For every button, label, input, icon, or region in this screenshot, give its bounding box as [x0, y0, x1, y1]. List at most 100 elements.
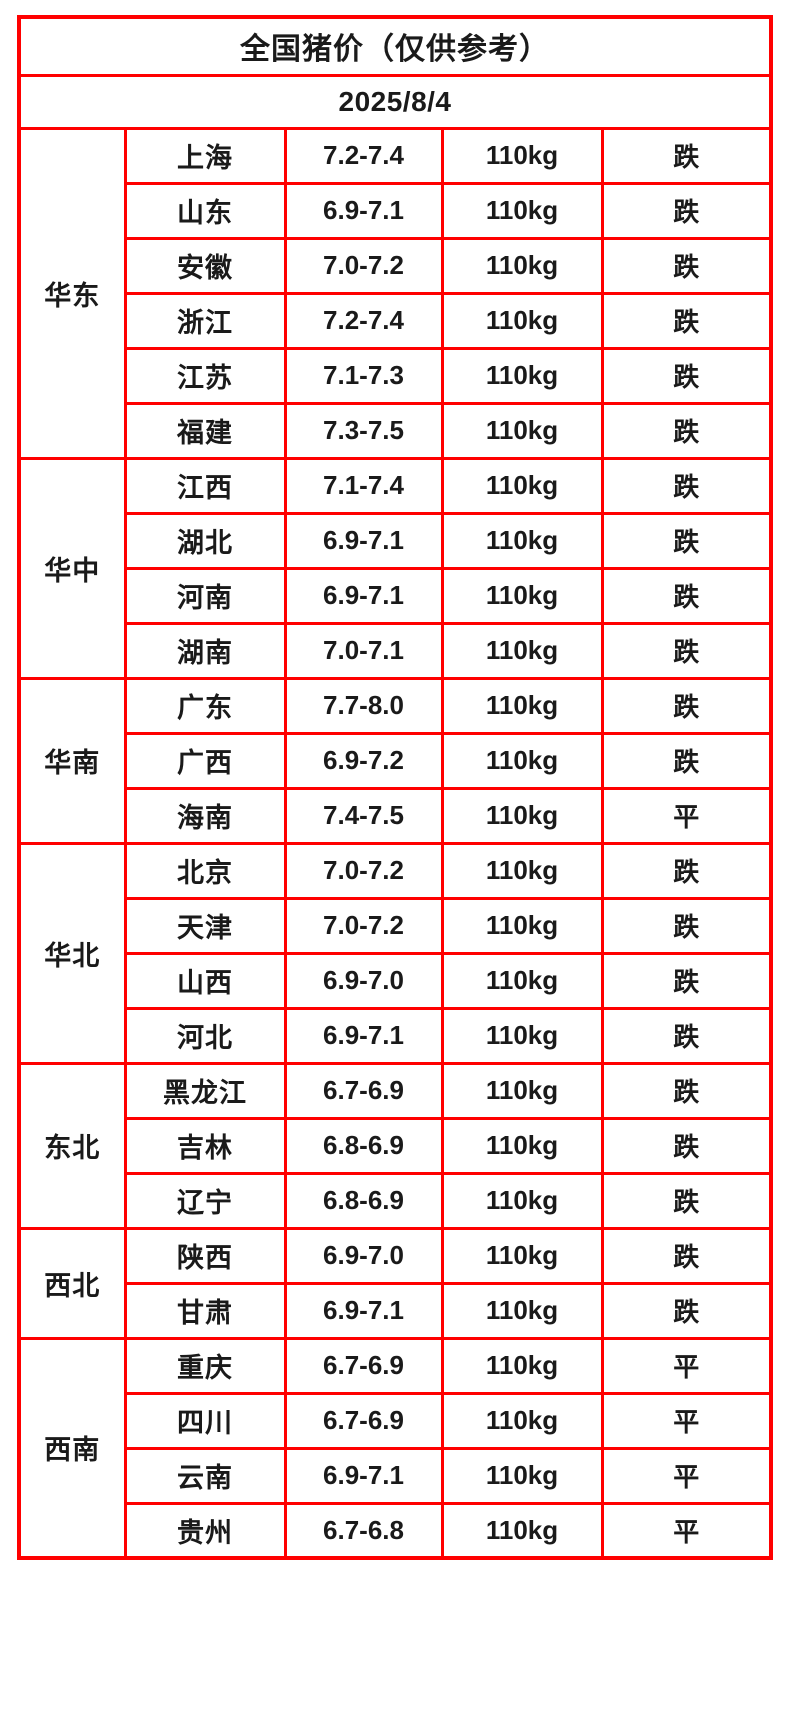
price-range: 6.9-7.1	[283, 511, 444, 570]
province-name: 浙江	[123, 291, 287, 350]
page-title: 全国猪价（仅供参考）	[17, 15, 773, 77]
table-row: 西北 陕西 6.9-7.0 110kg 跌	[17, 1226, 773, 1340]
trend-badge: 跌	[600, 676, 773, 735]
province-name: 江西	[123, 456, 287, 515]
price-range: 6.7-6.8	[283, 1501, 444, 1560]
province-name: 山西	[123, 951, 287, 1010]
province-name: 安徽	[123, 236, 287, 295]
table-row: 华中 江西 7.1-7.4 110kg 跌	[17, 456, 773, 680]
trend-badge: 跌	[600, 621, 773, 680]
table-row: 吉林 6.8-6.9 110kg 跌	[19, 1116, 773, 1175]
price-range: 7.1-7.3	[283, 346, 444, 405]
standard-weight: 110kg	[440, 511, 604, 570]
price-range: 7.0-7.2	[283, 896, 444, 955]
table-row: 浙江 7.2-7.4 110kg 跌	[19, 291, 773, 350]
table-row: 福建 7.3-7.5 110kg 跌	[19, 401, 773, 460]
national-pig-price-table: 全国猪价（仅供参考） 2025/8/4 华东 上海 7.2-7.4 110kg 跌山东 6…	[17, 15, 774, 1560]
date-row: 2025/8/4	[17, 73, 773, 130]
standard-weight: 110kg	[440, 1336, 604, 1395]
trend-badge: 跌	[600, 1116, 773, 1175]
province-name: 天津	[123, 896, 287, 955]
province-name: 福建	[123, 401, 287, 460]
price-range: 7.3-7.5	[283, 401, 444, 460]
province-name: 广西	[123, 731, 287, 790]
table-row: 山西 6.9-7.0 110kg 跌	[19, 951, 773, 1010]
standard-weight: 110kg	[440, 951, 604, 1010]
table-row: 江苏 7.1-7.3 110kg 跌	[19, 346, 773, 405]
region-label: 西南	[17, 1336, 127, 1560]
province-name: 广东	[123, 676, 287, 735]
trend-badge: 平	[600, 1391, 773, 1450]
table-row: 辽宁 6.8-6.9 110kg 跌	[19, 1171, 773, 1230]
standard-weight: 110kg	[440, 346, 604, 405]
standard-weight: 110kg	[440, 786, 604, 845]
price-range: 6.9-7.1	[283, 566, 444, 625]
standard-weight: 110kg	[440, 566, 604, 625]
table-row: 华东 上海 7.2-7.4 110kg 跌	[17, 126, 773, 460]
province-name: 四川	[123, 1391, 287, 1450]
region-label: 华东	[17, 126, 127, 460]
standard-weight: 110kg	[440, 236, 604, 295]
standard-weight: 110kg	[440, 731, 604, 790]
trend-badge: 跌	[600, 566, 773, 625]
standard-weight: 110kg	[440, 1281, 604, 1340]
trend-badge: 平	[600, 1336, 773, 1395]
trend-badge: 跌	[600, 181, 773, 240]
province-name: 江苏	[123, 346, 287, 405]
table-row: 东北 黑龙江 6.7-6.9 110kg 跌	[17, 1061, 773, 1230]
price-range: 6.9-7.2	[283, 731, 444, 790]
price-range: 6.9-7.0	[283, 1226, 444, 1285]
trend-badge: 跌	[600, 841, 773, 900]
region-label: 华中	[17, 456, 127, 680]
standard-weight: 110kg	[440, 896, 604, 955]
province-name: 北京	[123, 841, 287, 900]
standard-weight: 110kg	[440, 1501, 604, 1560]
standard-weight: 110kg	[440, 456, 604, 515]
price-range: 7.1-7.4	[283, 456, 444, 515]
trend-badge: 跌	[600, 896, 773, 955]
province-name: 云南	[123, 1446, 287, 1505]
trend-badge: 跌	[600, 1281, 773, 1340]
table-body: 全国猪价（仅供参考） 2025/8/4 华东 上海 7.2-7.4 110kg 跌山东 6…	[17, 15, 773, 1560]
price-range: 6.9-7.1	[283, 1281, 444, 1340]
standard-weight: 110kg	[440, 676, 604, 735]
price-range: 7.0-7.2	[283, 236, 444, 295]
standard-weight: 110kg	[440, 1226, 604, 1285]
table-row: 安徽 7.0-7.2 110kg 跌	[19, 236, 773, 295]
standard-weight: 110kg	[440, 1391, 604, 1450]
trend-badge: 跌	[600, 1006, 773, 1065]
trend-badge: 跌	[600, 401, 773, 460]
trend-badge: 跌	[600, 291, 773, 350]
price-range: 7.0-7.2	[283, 841, 444, 900]
region-label: 华北	[17, 841, 127, 1065]
price-range: 6.7-6.9	[283, 1391, 444, 1450]
province-name: 辽宁	[123, 1171, 287, 1230]
price-range: 6.9-7.1	[283, 181, 444, 240]
trend-badge: 跌	[600, 951, 773, 1010]
standard-weight: 110kg	[440, 1171, 604, 1230]
province-name: 甘肃	[123, 1281, 287, 1340]
standard-weight: 110kg	[440, 181, 604, 240]
trend-badge: 跌	[600, 126, 773, 185]
region-label: 西北	[17, 1226, 127, 1340]
standard-weight: 110kg	[440, 621, 604, 680]
province-name: 湖南	[123, 621, 287, 680]
trend-badge: 跌	[600, 236, 773, 295]
province-name: 湖北	[123, 511, 287, 570]
standard-weight: 110kg	[440, 1116, 604, 1175]
table-row: 海南 7.4-7.5 110kg 平	[19, 786, 773, 845]
table-row: 湖南 7.0-7.1 110kg 跌	[19, 621, 773, 680]
price-table-container: 全国猪价（仅供参考） 2025/8/4 华东 上海 7.2-7.4 110kg 跌山东 6…	[17, 15, 774, 1560]
table-row: 天津 7.0-7.2 110kg 跌	[19, 896, 773, 955]
province-name: 上海	[123, 126, 287, 185]
table-row: 河南 6.9-7.1 110kg 跌	[19, 566, 773, 625]
trend-badge: 跌	[600, 731, 773, 790]
price-range: 6.7-6.9	[283, 1336, 444, 1395]
price-range: 6.8-6.9	[283, 1116, 444, 1175]
trend-badge: 跌	[600, 511, 773, 570]
standard-weight: 110kg	[440, 1006, 604, 1065]
region-label: 华南	[17, 676, 127, 845]
trend-badge: 跌	[600, 346, 773, 405]
province-name: 河南	[123, 566, 287, 625]
standard-weight: 110kg	[440, 1061, 604, 1120]
